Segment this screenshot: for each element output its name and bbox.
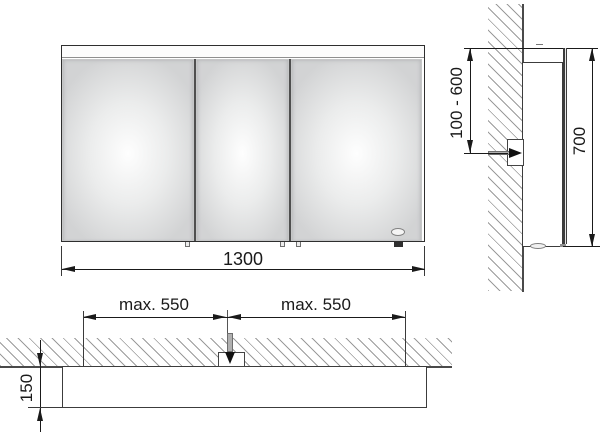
dim-1300-extension-left <box>61 246 62 276</box>
dim-max550-right-label: max. 550 <box>281 295 351 314</box>
door-foot <box>185 242 190 247</box>
dim-100-600-arrow-top <box>467 48 473 61</box>
dim-max550-extension-right <box>405 311 406 366</box>
mirror-door-right <box>291 59 422 241</box>
bracket-center-line <box>227 310 228 334</box>
dim-max550-arrow-center-right <box>228 314 241 320</box>
dim-700-arrow-top <box>589 48 595 61</box>
dim-max550-arrow-far-left <box>83 314 96 320</box>
dim-1300-line <box>62 269 425 270</box>
control-knob-side <box>530 243 546 249</box>
dim-max550-arrow-center-left <box>213 314 226 320</box>
door-foot <box>296 242 301 247</box>
mirror-door-left <box>62 59 194 241</box>
dim-150-arrow-top <box>37 353 43 366</box>
dim-700-label: 700 <box>570 126 589 156</box>
dim-max550-line <box>83 317 405 318</box>
dim-100-600-arrow-bottom <box>467 140 473 153</box>
door-divider-left <box>194 59 196 241</box>
cabinet-top-strip <box>62 46 424 58</box>
cabinet-plan-outline <box>62 366 427 408</box>
control-knob <box>391 228 405 236</box>
mounting-screw-tip-plan <box>225 352 235 364</box>
dim-150-line <box>40 340 41 432</box>
dim-100-600-label: 100 - 600 <box>447 67 466 139</box>
mirror-door-side <box>563 48 567 244</box>
mount-level-line <box>464 153 508 154</box>
dim-max550-arrow-far-right <box>392 314 405 320</box>
door-foot-side <box>560 244 566 247</box>
dim-150-label: 150 <box>17 373 36 403</box>
dim-1300-label: 1300 <box>222 249 264 269</box>
bottom-extension-line <box>563 246 600 247</box>
door-foot <box>280 242 285 247</box>
top-tick <box>536 44 543 45</box>
dim-700-arrow-bottom <box>589 234 595 247</box>
door-divider-right <box>289 59 291 241</box>
mounting-screw-tip-side <box>509 148 522 158</box>
dim-150-arrow-bottom <box>37 408 43 421</box>
mirror-door-row <box>62 59 424 241</box>
dim-150-extension-line <box>28 407 62 408</box>
mirror-door-center <box>196 59 289 241</box>
dim-1300-arrow-right <box>412 266 425 272</box>
cabinet-side-body <box>522 62 563 247</box>
dim-700-line <box>592 48 593 247</box>
dim-max550-left-label: max. 550 <box>119 295 189 314</box>
door-stop <box>394 242 403 247</box>
dim-1300-extension-right <box>424 246 425 276</box>
mounting-screw-plan <box>227 333 233 352</box>
dim-max550-extension-left <box>83 311 84 366</box>
top-reference-line <box>464 48 598 49</box>
dim-100-600-line <box>470 48 471 153</box>
dim-1300-arrow-left <box>62 266 75 272</box>
